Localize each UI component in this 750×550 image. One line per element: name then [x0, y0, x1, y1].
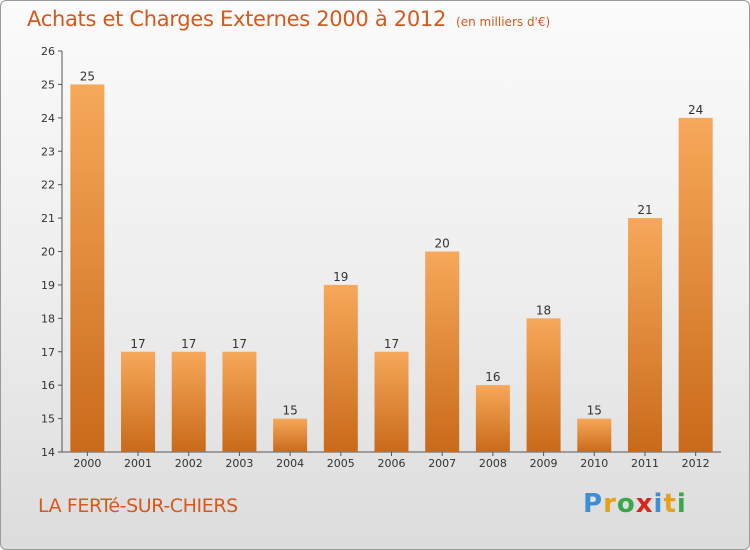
x-tick-label: 2009: [530, 457, 558, 470]
logo-letter: r: [603, 489, 617, 519]
logo-letter: P: [583, 489, 603, 519]
y-tick-label: 26: [41, 45, 55, 58]
bar-value-label: 24: [688, 103, 703, 117]
bar: [324, 285, 358, 452]
x-tick-label: 2007: [428, 457, 456, 470]
bar-value-label: 21: [637, 203, 652, 217]
x-tick-label: 2002: [175, 457, 203, 470]
y-tick-label: 20: [41, 246, 55, 259]
bar-value-label: 25: [80, 69, 95, 83]
x-tick-label: 2012: [682, 457, 710, 470]
bar: [375, 352, 409, 452]
bar-value-label: 16: [485, 370, 500, 384]
x-tick-label: 2010: [580, 457, 608, 470]
bar-value-label: 20: [435, 237, 450, 251]
y-tick-label: 23: [41, 145, 55, 158]
x-tick-label: 2001: [124, 457, 152, 470]
logo-letter: i: [654, 489, 664, 519]
bar-value-label: 18: [536, 303, 551, 317]
logo-letter: i: [677, 489, 687, 519]
logo-letter: o: [617, 489, 636, 519]
bar-value-label: 19: [333, 270, 348, 284]
y-tick-label: 15: [41, 413, 55, 426]
x-tick-label: 2003: [225, 457, 253, 470]
x-tick-label: 2004: [276, 457, 304, 470]
y-tick-label: 25: [41, 78, 55, 91]
bar: [679, 118, 713, 452]
bar-value-label: 17: [181, 337, 196, 351]
chart-frame: Achats et Charges Externes 2000 à 2012 (e…: [0, 0, 750, 550]
bar: [121, 352, 155, 452]
y-tick-label: 17: [41, 346, 55, 359]
x-tick-label: 2011: [631, 457, 659, 470]
x-tick-label: 2008: [479, 457, 507, 470]
y-tick-label: 22: [41, 179, 55, 192]
x-tick-label: 2000: [73, 457, 101, 470]
bar: [577, 419, 611, 452]
y-tick-label: 19: [41, 279, 55, 292]
y-tick-label: 14: [41, 446, 55, 459]
bar: [70, 84, 104, 452]
bar-value-label: 17: [232, 337, 247, 351]
x-tick-label: 2006: [378, 457, 406, 470]
logo-letter: t: [663, 489, 676, 519]
bar-value-label: 17: [384, 337, 399, 351]
bar-value-label: 17: [130, 337, 145, 351]
bar: [273, 419, 307, 452]
bar-chart: 14 15 16 17 18 19 20 21 22 23 24 25 26 25 2000 17 2001 17…: [1, 1, 749, 549]
proxiti-logo: Proxiti: [583, 489, 687, 519]
bar: [425, 252, 459, 453]
location-name: LA FERTé-SUR-CHIERS: [38, 495, 238, 517]
y-tick-label: 18: [41, 312, 55, 325]
logo-letter: x: [636, 489, 654, 519]
y-tick-label: 21: [41, 212, 55, 225]
x-tick-label: 2005: [327, 457, 355, 470]
bar: [628, 218, 662, 452]
bar: [222, 352, 256, 452]
y-tick-label: 16: [41, 379, 55, 392]
bar: [476, 385, 510, 452]
bar: [172, 352, 206, 452]
bar-value-label: 15: [282, 404, 297, 418]
bar-value-label: 15: [587, 404, 602, 418]
y-tick-label: 24: [41, 112, 55, 125]
bar: [527, 318, 561, 452]
